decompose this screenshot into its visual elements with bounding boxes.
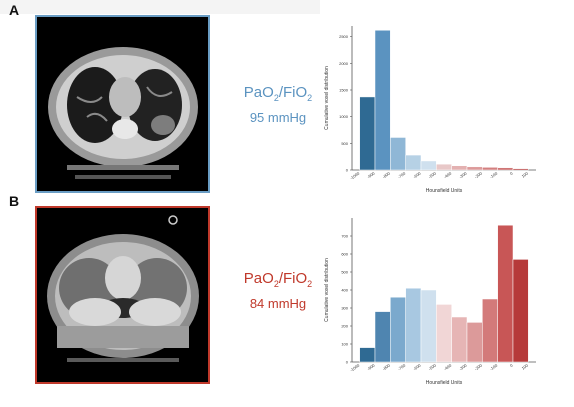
histogram-bar [451, 165, 468, 171]
x-axis-label: Hounsfield Units [426, 380, 463, 386]
x-tick-label: -700 [397, 362, 407, 371]
x-tick-label: -100 [489, 362, 499, 371]
ratio-label-a: PaO2/FiO2 [243, 84, 313, 103]
histogram-bar [436, 304, 452, 363]
x-tick-label: -800 [381, 362, 391, 371]
y-axis-label: Cumulative voxel distribution [324, 258, 330, 322]
top-strip [0, 0, 320, 14]
histogram-bar [466, 166, 483, 171]
x-axis-label: Hounsfield Units [426, 188, 463, 194]
y-tick-label: 500 [341, 270, 348, 275]
histogram-bar [512, 168, 529, 171]
x-tick-label: -600 [412, 362, 422, 371]
histogram-bar [420, 289, 437, 363]
histogram-bar [466, 322, 483, 363]
pao2-fio2-ratio-a: PaO2/FiO2 95 mmHg [218, 84, 338, 127]
histogram-bar [390, 137, 406, 171]
x-tick-label: -600 [412, 170, 422, 179]
histogram-bar [482, 167, 498, 171]
x-tick-label: -900 [366, 362, 376, 371]
histogram-bar [374, 311, 391, 363]
histogram-bar [512, 259, 529, 363]
x-tick-label: -1000 [349, 362, 361, 372]
histogram-bar [420, 160, 437, 171]
histogram-bar [359, 347, 376, 363]
y-tick-label: 700 [341, 234, 348, 239]
y-tick-label: 2500 [339, 34, 349, 39]
x-tick-label: 100 [521, 362, 530, 370]
ct-scan-image-b [35, 206, 210, 384]
y-tick-label: 600 [341, 252, 348, 257]
pao2-fio2-ratio-b: PaO2/FiO2 84 mmHg [218, 270, 338, 313]
x-tick-label: -500 [427, 362, 437, 371]
x-tick-label: 100 [521, 170, 530, 178]
x-tick-label: -300 [458, 170, 468, 179]
x-tick-label: -100 [489, 170, 499, 179]
histogram-bar [497, 167, 514, 171]
x-tick-label: -200 [473, 362, 483, 371]
ratio-value-b: 84 mmHg [249, 296, 307, 311]
y-tick-label: 500 [341, 141, 348, 146]
y-tick-label: 0 [346, 360, 349, 365]
panel-letter-b: B [9, 193, 20, 209]
y-tick-label: 1000 [339, 114, 349, 119]
histogram-bar [405, 287, 422, 363]
histogram-bar [436, 163, 452, 171]
x-tick-label: -1000 [349, 170, 361, 180]
y-tick-label: 400 [341, 288, 348, 293]
histogram-bar [359, 96, 376, 171]
x-tick-label: 0 [509, 362, 514, 368]
ratio-value-a: 95 mmHg [249, 110, 307, 125]
x-tick-label: -800 [381, 170, 391, 179]
y-tick-label: 100 [341, 342, 348, 347]
y-axis-label: Cumulative voxel distribution [324, 66, 330, 130]
ct-scan-image-a [35, 15, 210, 193]
x-tick-label: -900 [366, 170, 376, 179]
histogram-bar [482, 298, 498, 363]
histogram-bar [405, 154, 422, 171]
y-tick-label: 200 [341, 324, 348, 329]
x-tick-label: -400 [443, 362, 453, 371]
x-tick-label: -300 [458, 362, 468, 371]
x-tick-label: -200 [473, 170, 483, 179]
x-tick-label: -400 [443, 170, 453, 179]
x-tick-label: -500 [427, 170, 437, 179]
ratio-label-b: PaO2/FiO2 [243, 270, 313, 289]
histogram-bar [451, 316, 468, 363]
x-tick-label: 0 [509, 170, 514, 176]
histogram-bar [390, 296, 406, 363]
y-tick-label: 0 [346, 168, 349, 173]
y-tick-label: 2000 [339, 61, 349, 66]
y-tick-label: 300 [341, 306, 348, 311]
histogram-bar [374, 30, 391, 171]
histogram-bar [497, 224, 514, 363]
x-tick-label: -700 [397, 170, 407, 179]
y-tick-label: 1500 [339, 88, 349, 93]
panel-letter-a: A [9, 2, 20, 18]
